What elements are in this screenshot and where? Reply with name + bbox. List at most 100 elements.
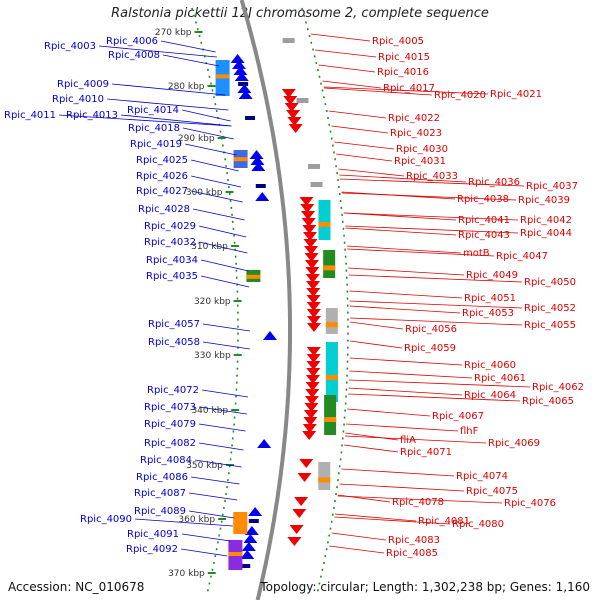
plus-gene-arrow <box>306 354 321 363</box>
right-gene-label: Rpic_4067 <box>432 411 484 422</box>
left-leader-line <box>185 143 237 156</box>
left-gene-label: Rpic_4057 <box>148 319 200 330</box>
right-leader-line <box>349 357 463 366</box>
plus-gene-arrow <box>286 110 301 119</box>
right-gene-label: Rpic_4042 <box>520 215 572 226</box>
plus-gene-box <box>324 395 337 435</box>
right-leader-line <box>344 435 487 444</box>
scale-label: 350 kbp <box>186 461 223 471</box>
plus-gene-block <box>308 164 321 169</box>
plus-gene-arrow <box>287 537 302 546</box>
plus-gene-arrow <box>304 253 319 262</box>
right-leader-line <box>343 212 457 221</box>
plus-gene-arrow <box>306 288 321 297</box>
right-leader-line <box>348 379 531 388</box>
left-gene-label: Rpic_4035 <box>146 271 198 282</box>
right-gene-label: Rpic_4064 <box>464 390 516 401</box>
right-gene-label: Rpic_4059 <box>404 343 456 354</box>
left-leader-line <box>199 406 247 415</box>
right-gene-label: Rpic_4071 <box>400 447 452 458</box>
right-leader-line <box>336 153 393 162</box>
right-leader-line <box>349 290 463 299</box>
plus-gene-block <box>282 38 295 43</box>
minus-gene-arrow <box>238 90 253 99</box>
minus-gene-arrow <box>255 192 270 201</box>
right-leader-line <box>341 192 517 201</box>
plus-gene-arrow <box>303 410 318 419</box>
left-leader-line <box>195 459 242 468</box>
plus-gene-box <box>318 462 331 490</box>
left-gene-label: Rpic_4073 <box>144 402 196 413</box>
minus-gene-box-stripe <box>246 274 261 279</box>
minus-gene-arrow <box>243 534 258 543</box>
minus-gene-block <box>240 564 251 568</box>
plus-gene-box-stripe <box>323 265 336 271</box>
left-leader-line <box>181 548 228 557</box>
right-gene-label: Rpic_4038 <box>457 194 509 205</box>
right-gene-label: Rpic_4056 <box>405 324 457 335</box>
plus-gene-arrow <box>305 260 320 269</box>
left-leader-line <box>182 109 231 122</box>
left-leader-line <box>121 114 232 127</box>
plus-gene-box <box>318 200 331 240</box>
right-leader-line <box>348 274 523 283</box>
right-gene-label: Rpic_4060 <box>464 360 516 371</box>
right-leader-line <box>349 300 523 309</box>
right-gene-label: Rpic_4021 <box>490 89 542 100</box>
right-gene-label: Rpic_4069 <box>488 438 540 449</box>
scale-label: 360 kbp <box>178 515 215 525</box>
plus-gene-arrow <box>304 403 319 412</box>
left-leader-line <box>182 533 231 542</box>
right-gene-label: Rpic_4036 <box>468 177 520 188</box>
left-gene-label: Rpic_4013 <box>66 110 118 121</box>
left-gene-label: Rpic_4090 <box>80 514 132 525</box>
left-gene-label: Rpic_4028 <box>138 204 190 215</box>
right-gene-label: Rpic_4055 <box>524 320 576 331</box>
left-gene-label: Rpic_4006 <box>106 36 158 47</box>
left-leader-line <box>107 98 229 111</box>
right-gene-label: Rpic_4083 <box>388 535 440 546</box>
right-leader-line <box>329 545 385 554</box>
right-gene-label: Rpic_4075 <box>466 486 518 497</box>
scale-label: 340 kbp <box>191 406 228 416</box>
right-leader-line <box>334 141 395 150</box>
plus-gene-arrow <box>305 375 320 384</box>
minus-gene-box-stripe <box>233 520 248 525</box>
left-gene-label: Rpic_4034 <box>146 255 198 266</box>
plus-gene-box-stripe <box>325 375 338 380</box>
right-leader-line <box>348 267 465 276</box>
right-leader-line <box>334 516 451 525</box>
right-gene-label: fliA <box>400 435 416 446</box>
right-leader-line <box>339 178 525 187</box>
map-title: Ralstonia pickettii 12J chromosome 2, co… <box>111 6 489 21</box>
right-gene-label: Rpic_4031 <box>394 156 446 167</box>
right-leader-line <box>322 80 382 89</box>
scale-label: 370 kbp <box>168 569 205 579</box>
plus-gene-arrow <box>306 368 321 377</box>
chromosome-backbone <box>239 0 292 600</box>
right-gene-label: Rpic_4053 <box>462 308 514 319</box>
left-gene-label: Rpic_4026 <box>136 171 188 182</box>
plus-gene-box-stripe <box>325 322 338 328</box>
left-gene-label: Rpic_4032 <box>144 237 196 248</box>
right-gene-label: Rpic_4076 <box>504 498 556 509</box>
right-gene-label: Rpic_4041 <box>458 215 510 226</box>
right-leader-line <box>344 444 399 453</box>
plus-gene-arrow <box>306 361 321 370</box>
plus-gene-arrow <box>284 103 299 112</box>
plus-gene-block <box>296 98 309 103</box>
right-gene-label: Rpic_4049 <box>466 270 518 281</box>
left-leader-line <box>202 389 249 398</box>
plus-gene-arrow <box>302 225 317 234</box>
plus-gene-arrow <box>302 431 317 440</box>
right-gene-label: Rpic_4052 <box>524 303 576 314</box>
left-gene-label: Rpic_4079 <box>144 419 196 430</box>
minus-gene-arrow <box>244 526 259 535</box>
plus-gene-arrow <box>281 89 296 98</box>
left-leader-line <box>191 175 241 188</box>
minus-gene-arrow <box>257 439 272 448</box>
plus-gene-arrow <box>288 124 303 133</box>
plus-gene-arrow <box>306 323 321 332</box>
plus-gene-arrow <box>305 389 320 398</box>
